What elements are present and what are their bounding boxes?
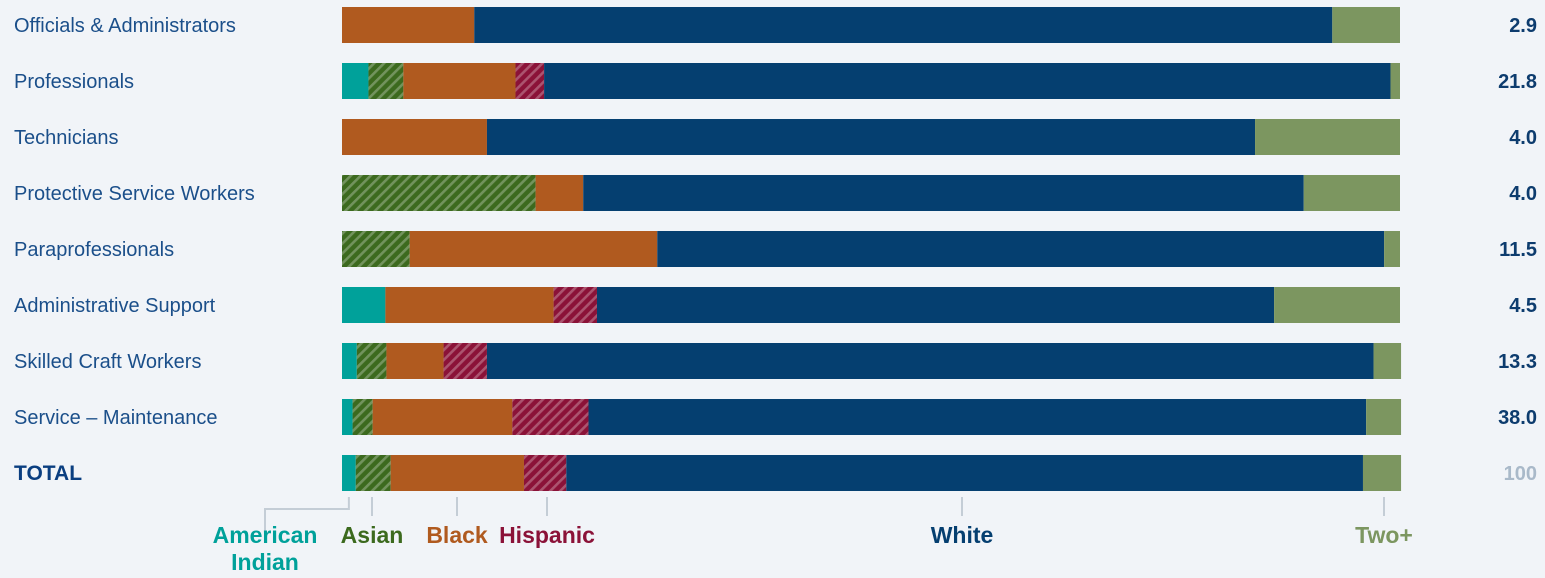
value-labels: 2.9 21.8 4.0 4.0 11.5 4.5 13.3 38.0 100 — [1498, 15, 1537, 485]
category-label-service-maintenance: Service – Maintenance — [14, 407, 217, 429]
bar-paraprofessionals-black — [409, 231, 658, 267]
bar-skilled-craft-workers-asian — [356, 343, 387, 379]
bar-professionals-american-indian — [342, 63, 369, 99]
bar-skilled-craft-workers-two — [1373, 343, 1402, 379]
bar-professionals-white — [544, 63, 1391, 99]
bar-protective-service-workers-asian — [342, 175, 536, 211]
bar-service-maintenance-asian — [352, 399, 373, 435]
bar-officials-administrators-black — [342, 7, 475, 43]
value-label-technicians: 4.0 — [1509, 127, 1537, 149]
value-label-officials-administrators: 2.9 — [1509, 15, 1537, 37]
category-labels: Officials & Administrators Professionals T… — [14, 15, 255, 485]
bars-group — [342, 7, 1402, 491]
bar-skilled-craft-workers-black — [386, 343, 444, 379]
bar-service-maintenance-hispanic — [512, 399, 589, 435]
bar-protective-service-workers-two — [1303, 175, 1400, 211]
value-label-paraprofessionals: 11.5 — [1499, 239, 1537, 261]
category-label-administrative-support: Administrative Support — [14, 295, 216, 317]
legend-label-black: Black — [426, 522, 488, 548]
category-label-skilled-craft-workers: Skilled Craft Workers — [14, 351, 201, 373]
category-label-officials-administrators: Officials & Administrators — [14, 15, 236, 37]
bar-administrative-support-hispanic — [553, 287, 597, 323]
bar-skilled-craft-workers-white — [486, 343, 1374, 379]
bar-technicians-two — [1255, 119, 1400, 155]
value-label-service-maintenance: 38.0 — [1498, 407, 1537, 429]
bar-paraprofessionals-asian — [342, 231, 410, 267]
bar-skilled-craft-workers-american-indian — [342, 343, 357, 379]
category-label-technicians: Technicians — [14, 127, 119, 149]
legend-label-hispanic: Hispanic — [499, 522, 595, 548]
category-label-total: TOTAL — [14, 462, 82, 485]
bar-total-hispanic — [523, 455, 567, 491]
bar-service-maintenance-black — [372, 399, 513, 435]
bar-technicians-black — [342, 119, 487, 155]
bar-professionals-two — [1390, 63, 1400, 99]
value-label-protective-service-workers: 4.0 — [1509, 183, 1537, 205]
bar-administrative-support-white — [596, 287, 1275, 323]
bar-total-american-indian — [342, 455, 356, 491]
legend-leader-americanindian — [264, 497, 350, 531]
bar-professionals-black — [403, 63, 516, 99]
bar-service-maintenance-american-indian — [342, 399, 353, 435]
legend-label-white: White — [931, 522, 994, 548]
bar-professionals-asian — [368, 63, 404, 99]
bar-total-black — [390, 455, 524, 491]
bar-total-asian — [355, 455, 391, 491]
bar-total-white — [566, 455, 1363, 491]
bar-officials-administrators-white — [474, 7, 1333, 43]
value-label-total: 100 — [1504, 463, 1537, 485]
category-label-protective-service-workers: Protective Service Workers — [14, 183, 255, 205]
bar-administrative-support-two — [1274, 287, 1400, 323]
bar-paraprofessionals-white — [657, 231, 1385, 267]
legend-label-asian: Asian — [341, 522, 404, 548]
bar-protective-service-workers-black — [535, 175, 584, 211]
category-label-paraprofessionals: Paraprofessionals — [14, 239, 174, 261]
bar-paraprofessionals-two — [1384, 231, 1400, 267]
value-label-professionals: 21.8 — [1498, 71, 1537, 93]
bar-professionals-hispanic — [515, 63, 545, 99]
bar-total-two — [1362, 455, 1402, 491]
value-label-administrative-support: 4.5 — [1509, 295, 1537, 317]
legend-label-two: Two+ — [1355, 522, 1413, 548]
bar-technicians-white — [486, 119, 1256, 155]
bar-officials-administrators-two — [1332, 7, 1400, 43]
bar-administrative-support-black — [385, 287, 554, 323]
bar-skilled-craft-workers-hispanic — [443, 343, 487, 379]
bar-protective-service-workers-white — [583, 175, 1304, 211]
category-label-professionals: Professionals — [14, 71, 134, 93]
value-label-skilled-craft-workers: 13.3 — [1498, 351, 1537, 373]
legend-label-american-indian: American — [213, 522, 318, 548]
bar-service-maintenance-white — [588, 399, 1367, 435]
bar-administrative-support-american-indian — [342, 287, 386, 323]
bar-service-maintenance-two — [1366, 399, 1402, 435]
legend-label-american-indian-line2: Indian — [231, 549, 299, 575]
